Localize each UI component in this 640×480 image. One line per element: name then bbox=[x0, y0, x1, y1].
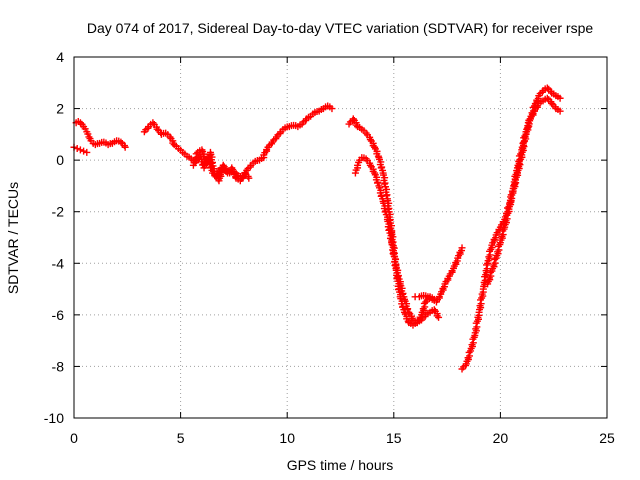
data-point bbox=[241, 169, 249, 177]
data-series bbox=[484, 94, 564, 288]
data-point bbox=[117, 138, 125, 146]
data-series bbox=[458, 84, 564, 373]
data-point bbox=[405, 308, 413, 316]
x-tick-label: 0 bbox=[70, 430, 78, 446]
ticks-layer: 0 5 10 15 20 25 -10 -8 -6 -4 -2 0 2 4 bbox=[44, 49, 615, 446]
data-point bbox=[548, 99, 556, 107]
data-point bbox=[491, 256, 499, 264]
x-tick-label: 20 bbox=[493, 430, 509, 446]
y-tick-label: -4 bbox=[52, 255, 65, 271]
data-point bbox=[192, 150, 200, 158]
plot-frame bbox=[73, 56, 608, 419]
y-tick-label: -2 bbox=[52, 204, 65, 220]
data-point bbox=[486, 268, 494, 276]
data-series bbox=[260, 102, 336, 159]
data-point bbox=[85, 133, 93, 141]
x-tick-label: 25 bbox=[599, 430, 615, 446]
data-point bbox=[76, 146, 84, 154]
data-point bbox=[366, 136, 374, 144]
data-point bbox=[366, 161, 374, 169]
data-point bbox=[153, 125, 161, 133]
data-point bbox=[543, 84, 551, 92]
y-tick-label: -6 bbox=[52, 307, 65, 323]
data-point bbox=[166, 133, 174, 141]
y-tick-label: 2 bbox=[56, 101, 64, 117]
data-layer bbox=[70, 84, 564, 373]
y-tick-label: 0 bbox=[56, 152, 64, 168]
data-point bbox=[349, 115, 357, 123]
data-point bbox=[83, 148, 91, 156]
x-axis-title: GPS time / hours bbox=[287, 457, 394, 473]
data-point bbox=[433, 312, 441, 320]
data-point bbox=[525, 116, 533, 124]
y-axis-title: SDTVAR / TECUs bbox=[5, 182, 21, 294]
data-series bbox=[189, 146, 253, 185]
data-point bbox=[420, 299, 428, 307]
data-point bbox=[73, 145, 81, 153]
grid-layer bbox=[74, 57, 607, 418]
data-point bbox=[80, 147, 88, 155]
y-tick-label: -8 bbox=[52, 358, 65, 374]
data-point bbox=[121, 143, 129, 151]
data-point bbox=[169, 139, 177, 147]
data-point bbox=[211, 172, 219, 180]
y-tick-label: 4 bbox=[56, 49, 64, 65]
data-point bbox=[435, 313, 443, 321]
x-tick-label: 5 bbox=[177, 430, 185, 446]
y-tick-label: -10 bbox=[44, 410, 64, 426]
data-point bbox=[465, 348, 473, 356]
data-point bbox=[245, 174, 253, 182]
data-point bbox=[430, 306, 438, 314]
chart-title: Day 074 of 2017, Sidereal Day-to-day VTE… bbox=[87, 20, 593, 36]
data-series bbox=[70, 143, 91, 156]
data-point bbox=[352, 121, 360, 129]
data-point bbox=[76, 119, 84, 127]
x-tick-label: 10 bbox=[279, 430, 295, 446]
data-point bbox=[219, 161, 227, 169]
data-series bbox=[351, 154, 438, 327]
data-series bbox=[411, 244, 466, 306]
data-point bbox=[556, 107, 564, 115]
data-point bbox=[328, 105, 336, 113]
data-point bbox=[458, 244, 466, 252]
data-point bbox=[408, 314, 416, 322]
x-tick-label: 15 bbox=[386, 430, 402, 446]
data-point bbox=[556, 94, 564, 102]
data-point bbox=[543, 94, 551, 102]
data-point bbox=[483, 261, 491, 269]
data-series bbox=[72, 117, 129, 151]
